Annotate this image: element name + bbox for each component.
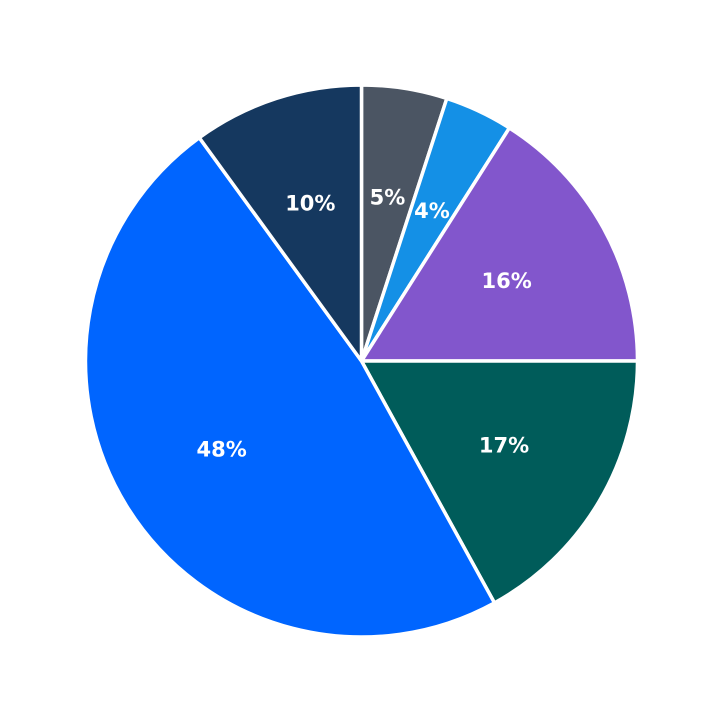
pie-slice-label-1: 4% <box>414 199 450 223</box>
pie-slice-2 <box>359 126 640 363</box>
pie-slice-label-0: 5% <box>370 185 406 209</box>
pie-slice-label-4: 48% <box>197 438 247 462</box>
pie-labels: 5% 4% 16% 17% 48% 10% <box>197 185 532 461</box>
pie-slice-4 <box>83 135 497 639</box>
pie-slice-label-5: 10% <box>285 192 335 216</box>
pie-slice-3 <box>359 359 640 605</box>
pie-slices <box>83 83 640 639</box>
pie-slice-label-3: 17% <box>479 433 529 457</box>
pie-slice-5 <box>197 83 364 363</box>
pie-slice-label-2: 16% <box>481 269 531 293</box>
